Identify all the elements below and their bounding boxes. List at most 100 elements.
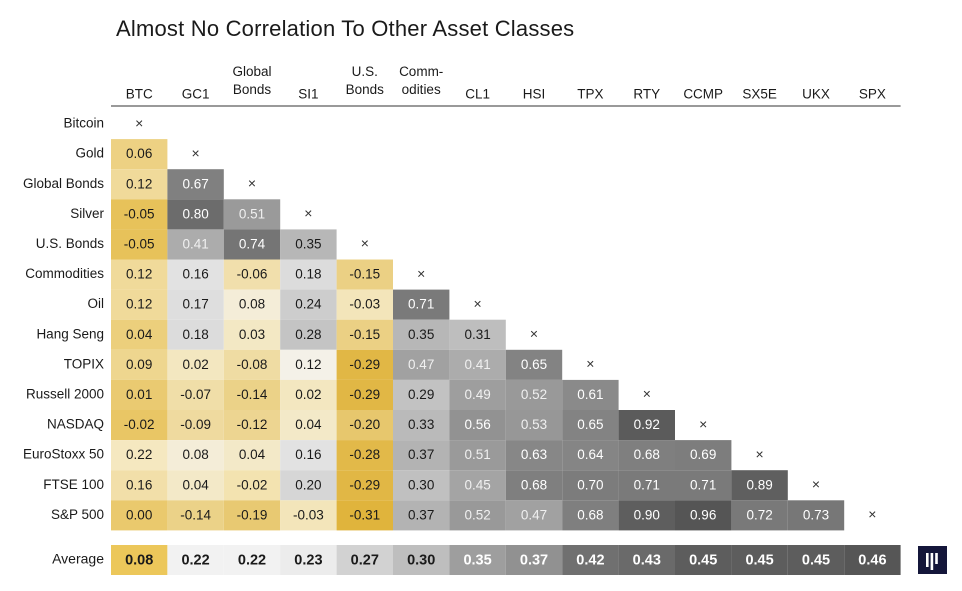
cell-value: 0.16 xyxy=(126,477,152,492)
cell-value: 0.22 xyxy=(126,447,152,462)
heatmap-cell xyxy=(223,289,281,320)
heatmap-cell xyxy=(336,349,393,380)
cell-value: 0.29 xyxy=(408,387,434,402)
heatmap-cell xyxy=(280,349,337,380)
heatmap-cell xyxy=(336,259,393,290)
heatmap-cell xyxy=(449,349,506,380)
diagonal-marker: × xyxy=(135,115,143,131)
heatmap-cell xyxy=(505,349,563,380)
cell-value: 0.67 xyxy=(182,176,208,191)
cell-value: 0.37 xyxy=(408,447,434,462)
heatmap-cell xyxy=(167,319,224,350)
heatmap-cell xyxy=(336,410,393,441)
heatmap-cell xyxy=(280,500,337,531)
column-header: RTY xyxy=(633,87,660,102)
cell-value: -0.31 xyxy=(349,507,380,522)
average-value: 0.22 xyxy=(238,552,266,568)
cell-value: -0.20 xyxy=(349,417,380,432)
cell-value: -0.29 xyxy=(349,387,380,402)
heatmap-cell xyxy=(111,319,168,350)
diagonal-marker: × xyxy=(417,265,425,281)
column-header: GC1 xyxy=(182,87,210,102)
average-value: 0.30 xyxy=(407,552,435,568)
row-label: Silver xyxy=(70,206,104,221)
cell-value: -0.09 xyxy=(180,417,211,432)
average-cell xyxy=(731,545,788,575)
column-header: SX5E xyxy=(742,87,777,102)
heatmap-cell xyxy=(449,470,506,501)
cell-value: 0.68 xyxy=(521,477,547,492)
row-label: Commodities xyxy=(25,266,104,281)
heatmap-cell xyxy=(167,440,224,471)
cell-value: 0.49 xyxy=(464,387,490,402)
heatmap-cell xyxy=(393,379,450,410)
average-value: 0.35 xyxy=(463,552,491,568)
cell-value: 0.16 xyxy=(295,447,321,462)
cell-value: 0.04 xyxy=(126,327,153,342)
cell-value: 0.18 xyxy=(182,327,208,342)
cell-value: 0.37 xyxy=(408,507,434,522)
heatmap-cell xyxy=(280,410,337,441)
heatmap-cell xyxy=(618,410,675,441)
heatmap-cell xyxy=(223,319,281,350)
heatmap-cell xyxy=(393,470,450,501)
heatmap-cell xyxy=(336,319,393,350)
cell-value: 0.04 xyxy=(295,417,322,432)
cell-value: -0.15 xyxy=(349,327,380,342)
cell-value: 0.89 xyxy=(746,477,772,492)
heatmap-cell xyxy=(223,410,281,441)
cell-value: 0.70 xyxy=(577,477,603,492)
heatmap-cell xyxy=(111,349,168,380)
heatmap-cell xyxy=(505,440,563,471)
heatmap-cell xyxy=(223,440,281,471)
heatmap-cell xyxy=(167,259,224,290)
cell-value: 0.04 xyxy=(182,477,209,492)
heatmap-cell xyxy=(731,470,788,501)
cell-value: -0.28 xyxy=(349,447,380,462)
heatmap-cell xyxy=(336,440,393,471)
average-cell xyxy=(675,545,732,575)
heatmap-cell xyxy=(111,289,168,320)
heatmap-cell xyxy=(167,169,224,200)
heatmap-cell xyxy=(393,319,450,350)
cell-value: 0.90 xyxy=(634,507,660,522)
heatmap-cell xyxy=(280,470,337,501)
cell-value: -0.07 xyxy=(180,387,211,402)
cell-value: -0.12 xyxy=(237,417,268,432)
heatmap-cell xyxy=(562,379,619,410)
heatmap-cell xyxy=(393,349,450,380)
cell-value: 0.12 xyxy=(126,176,152,191)
average-label: Average xyxy=(52,551,104,567)
cell-value: -0.03 xyxy=(349,297,380,312)
heatmap-cell xyxy=(562,470,619,501)
heatmap-cell xyxy=(336,470,393,501)
heatmap-cell xyxy=(280,440,337,471)
average-value: 0.23 xyxy=(294,552,322,568)
cell-value: 0.56 xyxy=(464,417,490,432)
heatmap-cell xyxy=(675,440,732,471)
row-label: TOPIX xyxy=(64,356,104,371)
cell-value: -0.19 xyxy=(237,507,268,522)
heatmap-cell xyxy=(449,440,506,471)
heatmap-cell xyxy=(223,259,281,290)
diagonal-marker: × xyxy=(361,235,369,251)
cell-value: 0.02 xyxy=(182,357,208,372)
heatmap-cell xyxy=(167,229,224,260)
cell-value: 0.03 xyxy=(239,327,265,342)
column-header: BTC xyxy=(126,87,153,102)
heatmap-cell xyxy=(167,199,224,230)
heatmap-cell xyxy=(167,500,224,531)
heatmap-cell xyxy=(223,349,281,380)
heatmap-cell xyxy=(167,379,224,410)
chart-title: Almost No Correlation To Other Asset Cla… xyxy=(116,16,575,41)
row-label: U.S. Bonds xyxy=(36,236,105,251)
row-label: Global Bonds xyxy=(23,176,104,191)
heatmap-cell xyxy=(562,500,619,531)
cell-value: -0.14 xyxy=(237,387,268,402)
cell-value: 0.01 xyxy=(126,387,152,402)
heatmap-cell xyxy=(223,470,281,501)
heatmap-cell xyxy=(111,139,168,170)
cell-value: 0.69 xyxy=(690,447,716,462)
heatmap-cell xyxy=(393,410,450,441)
